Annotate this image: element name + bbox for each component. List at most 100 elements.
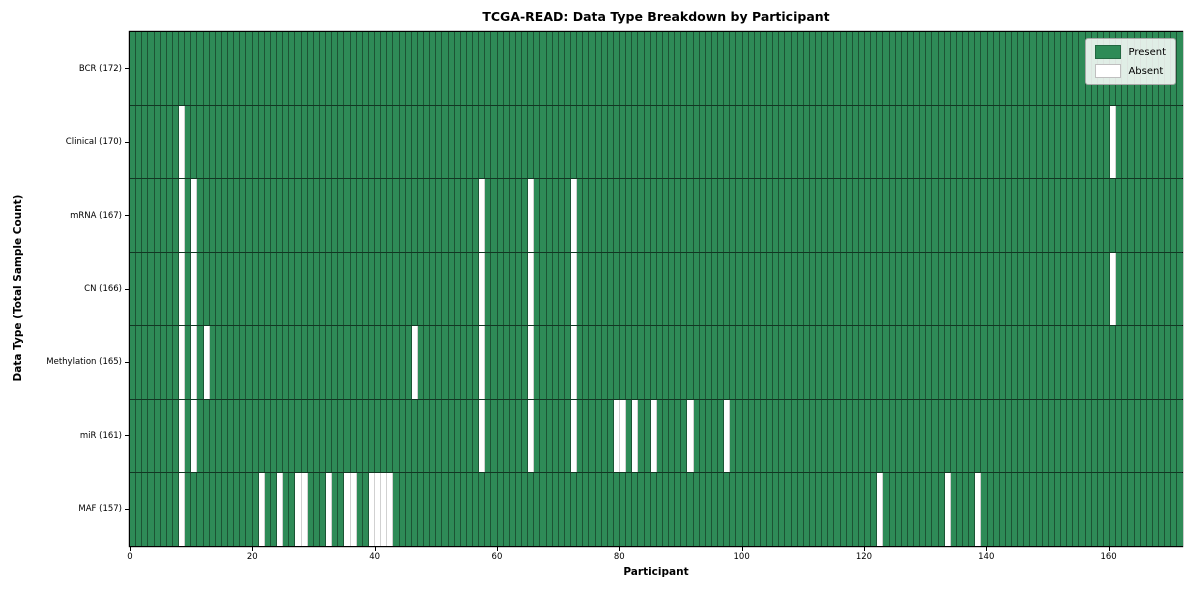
matrix-cell xyxy=(675,32,682,105)
matrix-cell xyxy=(975,326,982,399)
matrix-cell xyxy=(491,32,498,105)
matrix-cell xyxy=(699,326,706,399)
matrix-cell xyxy=(1067,252,1074,326)
matrix-cell xyxy=(552,399,559,473)
matrix-cell xyxy=(197,473,204,547)
matrix-cell xyxy=(172,473,179,547)
matrix-cell xyxy=(607,32,614,105)
matrix-cell xyxy=(993,326,1000,399)
y-tick-label: miR (161) xyxy=(79,430,122,441)
matrix-cell xyxy=(191,105,198,179)
matrix-cell xyxy=(234,179,241,252)
matrix-cell xyxy=(307,32,314,105)
matrix-cell xyxy=(840,252,847,326)
matrix-cell xyxy=(1030,32,1037,105)
matrix-cell xyxy=(1152,179,1159,252)
matrix-cell xyxy=(326,473,333,547)
matrix-cell xyxy=(969,252,976,326)
matrix-cell xyxy=(589,179,596,252)
matrix-cell xyxy=(319,179,326,252)
matrix-cell xyxy=(160,473,167,547)
matrix-cell xyxy=(509,399,516,473)
matrix-cell xyxy=(601,326,608,399)
matrix-cell xyxy=(1054,179,1061,252)
matrix-cell xyxy=(1012,32,1019,105)
matrix-cell xyxy=(571,179,578,252)
matrix-cell xyxy=(987,32,994,105)
matrix-cell xyxy=(442,252,449,326)
matrix-cell xyxy=(1091,252,1098,326)
matrix-cell xyxy=(460,252,467,326)
matrix-cell xyxy=(797,179,804,252)
matrix-cell xyxy=(926,179,933,252)
matrix-cell xyxy=(785,105,792,179)
matrix-cell xyxy=(264,326,271,399)
matrix-cell xyxy=(381,473,388,547)
matrix-cell xyxy=(1061,473,1068,547)
x-tick-label: 40 xyxy=(369,552,381,562)
x-tick-mark xyxy=(986,547,988,551)
matrix-row-CN xyxy=(130,252,1183,327)
matrix-cell xyxy=(742,326,749,399)
matrix-cell xyxy=(234,32,241,105)
matrix-cell xyxy=(718,473,725,547)
matrix-cell xyxy=(301,399,308,473)
matrix-cell xyxy=(730,326,737,399)
matrix-cell xyxy=(430,399,437,473)
matrix-cell xyxy=(999,252,1006,326)
matrix-cell xyxy=(1073,32,1080,105)
matrix-cell xyxy=(191,32,198,105)
matrix-cell xyxy=(166,105,173,179)
matrix-cell xyxy=(375,326,382,399)
y-tick-label: mRNA (167) xyxy=(70,210,122,221)
matrix-cell xyxy=(687,473,694,547)
matrix-cell xyxy=(803,326,810,399)
matrix-cell xyxy=(760,399,767,473)
matrix-cell xyxy=(277,32,284,105)
matrix-cell xyxy=(932,252,939,326)
matrix-cell xyxy=(509,179,516,252)
matrix-cell xyxy=(160,179,167,252)
matrix-cell xyxy=(901,32,908,105)
matrix-cell xyxy=(669,32,676,105)
matrix-cell xyxy=(950,473,957,547)
matrix-cell xyxy=(252,399,259,473)
matrix-cell xyxy=(883,105,890,179)
matrix-cell xyxy=(1165,252,1172,326)
matrix-cell xyxy=(1116,399,1123,473)
matrix-cell xyxy=(1146,473,1153,547)
matrix-cell xyxy=(332,399,339,473)
matrix-cell xyxy=(1073,473,1080,547)
matrix-cell xyxy=(1030,252,1037,326)
matrix-cell xyxy=(215,473,222,547)
matrix-cell xyxy=(283,32,290,105)
matrix-cell xyxy=(1171,105,1178,179)
matrix-cell xyxy=(295,179,302,252)
matrix-cell xyxy=(1048,32,1055,105)
matrix-cell xyxy=(736,179,743,252)
matrix-cell xyxy=(999,473,1006,547)
matrix-cell xyxy=(1061,399,1068,473)
matrix-cell xyxy=(877,105,884,179)
matrix-cell xyxy=(736,326,743,399)
matrix-cell xyxy=(601,32,608,105)
matrix-cell xyxy=(718,326,725,399)
matrix-cell xyxy=(197,32,204,105)
matrix-cell xyxy=(172,179,179,252)
matrix-cell xyxy=(846,105,853,179)
matrix-cell xyxy=(865,399,872,473)
matrix-cell xyxy=(1140,179,1147,252)
matrix-cell xyxy=(914,179,921,252)
matrix-cell xyxy=(405,179,412,252)
x-tick-label: 20 xyxy=(246,552,258,562)
matrix-cell xyxy=(963,326,970,399)
matrix-cell xyxy=(822,326,829,399)
matrix-cell xyxy=(846,179,853,252)
matrix-cell xyxy=(301,326,308,399)
matrix-cell xyxy=(454,252,461,326)
matrix-cell xyxy=(779,326,786,399)
matrix-cell xyxy=(987,179,994,252)
matrix-cell xyxy=(748,105,755,179)
matrix-cell xyxy=(528,252,535,326)
